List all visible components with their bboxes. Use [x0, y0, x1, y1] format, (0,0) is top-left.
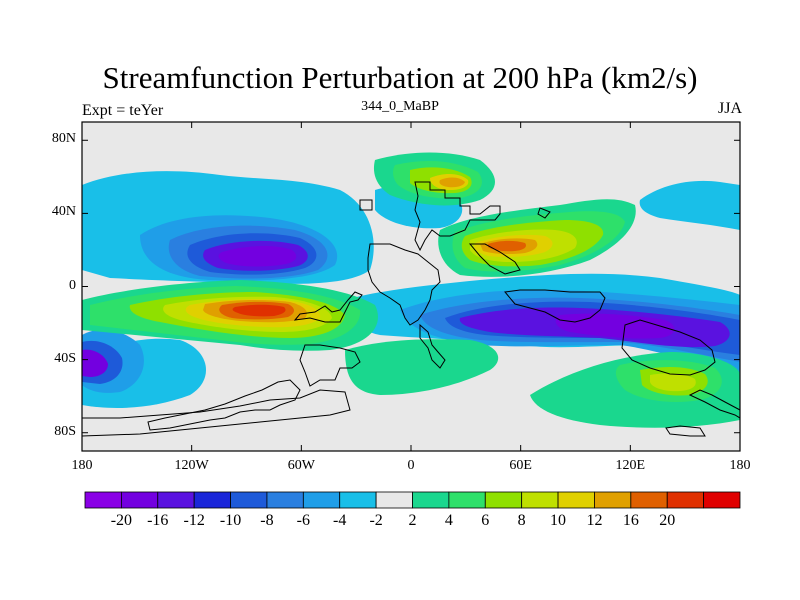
lat-tick-label: 40S — [54, 350, 76, 366]
colorbar-swatch — [484, 491, 523, 509]
colorbar-label: 2 — [408, 512, 417, 529]
colorbar-swatch — [157, 491, 195, 509]
colorbar-label: 12 — [586, 512, 603, 529]
colorbar-swatch — [412, 491, 450, 509]
contour-neg-16 — [82, 349, 108, 377]
experiment-label: Expt = teYer — [82, 102, 164, 119]
case-label: 344_0_MaBP — [361, 99, 439, 114]
colorbar-swatch — [84, 491, 122, 509]
colorbar-label: 10 — [550, 512, 567, 529]
contour-pos-16 — [488, 240, 526, 252]
colorbar-label: 4 — [444, 512, 453, 529]
contour-neg-16 — [218, 246, 297, 267]
lat-tick-label: 80N — [51, 131, 76, 147]
lon-tick-label: 60E — [509, 458, 532, 473]
colorbar-label: -12 — [183, 512, 205, 529]
colorbar-label: 20 — [659, 512, 676, 529]
colorbar-label: 16 — [622, 512, 639, 529]
colorbar-label: 8 — [517, 512, 526, 529]
contour-field — [82, 122, 740, 451]
colorbar-swatch — [630, 491, 668, 509]
coastlines — [82, 181, 740, 437]
lon-tick-label: 120E — [615, 458, 646, 473]
colorbar-label: -10 — [219, 512, 242, 529]
colorbar-swatch — [703, 491, 741, 509]
season-label: JJA — [717, 100, 742, 117]
lon-tick-label: 180 — [71, 458, 93, 473]
lon-tick-label: 120W — [174, 458, 209, 473]
colorbar-swatch — [594, 491, 632, 509]
colorbar-swatch — [666, 491, 705, 509]
lon-tick-label: 0 — [407, 458, 415, 473]
colorbar-swatch — [193, 491, 231, 509]
colorbar-label: -2 — [369, 512, 383, 529]
colorbar-swatch — [375, 491, 413, 509]
contour-pos-12 — [439, 177, 465, 188]
colorbar-swatch — [302, 491, 341, 509]
contour-neg-2 — [639, 180, 740, 230]
contour-pos-2 — [345, 339, 499, 395]
colorbar-label: -6 — [296, 512, 310, 529]
colorbar-swatch — [230, 491, 268, 509]
axis-ticks — [81, 122, 741, 451]
chart-title: Streamfunction Perturbation at 200 hPa (… — [102, 60, 698, 95]
colorbar-label: -8 — [260, 512, 274, 529]
colorbar-swatch — [557, 491, 595, 509]
lat-tick-label: 40N — [51, 204, 76, 220]
contour-pos-20 — [232, 304, 286, 317]
contour-pos-8 — [650, 373, 696, 392]
colorbar — [84, 491, 741, 509]
lat-tick-label: 80S — [54, 423, 76, 439]
colorbar-label: -20 — [110, 512, 133, 529]
colorbar-swatch — [339, 491, 377, 509]
colorbar-swatch — [521, 491, 559, 509]
colorbar-label: -16 — [147, 512, 169, 529]
colorbar-swatch — [120, 491, 159, 509]
lat-tick-label: 0 — [69, 277, 76, 293]
contour-neg-16 — [555, 313, 675, 339]
lon-tick-label: 60W — [287, 458, 315, 473]
colorbar-swatch — [448, 491, 486, 509]
colorbar-label: -4 — [333, 512, 347, 529]
colorbar-label: 6 — [481, 512, 490, 529]
colorbar-swatch — [266, 491, 304, 509]
lon-tick-label: 180 — [729, 458, 751, 473]
